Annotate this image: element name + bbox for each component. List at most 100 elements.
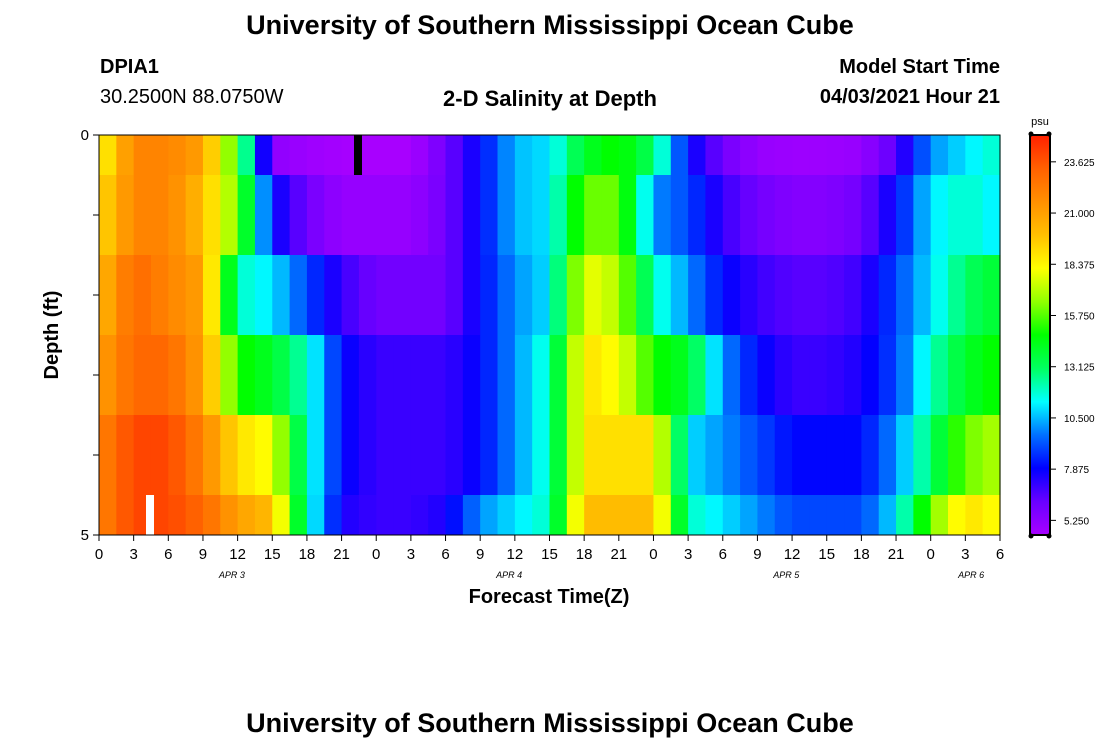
x-tick-label: 0 <box>372 546 380 563</box>
heatmap-cell <box>896 495 914 535</box>
heatmap-cell <box>861 255 880 335</box>
heatmap-cell <box>670 335 689 415</box>
heatmap-cell <box>99 335 117 415</box>
x-tick-label: 15 <box>264 546 281 563</box>
heatmap-cell <box>376 335 395 415</box>
heatmap-cell <box>532 495 551 535</box>
heatmap-cell <box>878 495 897 535</box>
date-labels: APR 3 APR 4 APR 5 APR 6 <box>218 570 984 580</box>
heatmap-cell <box>913 495 932 535</box>
heatmap-cell <box>480 255 499 335</box>
heatmap-cell <box>480 495 499 535</box>
heatmap-cell <box>965 255 984 335</box>
heatmap-cell <box>514 255 533 335</box>
heatmap-cell <box>757 175 776 255</box>
heatmap-cell <box>809 255 828 335</box>
heatmap-cell <box>237 175 256 255</box>
x-tick-label: 6 <box>996 546 1004 563</box>
heatmap-cell <box>428 495 447 535</box>
heatmap-cell <box>202 135 221 175</box>
station-id: DPIA1 <box>100 56 159 78</box>
heatmap-cell <box>930 495 949 535</box>
x-tick-label: 21 <box>888 546 905 563</box>
heatmap-cell <box>982 255 1001 335</box>
heatmap-cell <box>532 415 551 495</box>
heatmap-cell <box>532 255 551 335</box>
heatmap-cell <box>636 175 655 255</box>
heatmap-cell <box>497 135 516 175</box>
heatmap-cell <box>376 175 395 255</box>
x-tick-label: 18 <box>853 546 870 563</box>
heatmap-cell <box>618 335 637 415</box>
heatmap-cell <box>410 335 429 415</box>
heatmap-cell <box>185 415 204 495</box>
heatmap-cell <box>376 495 395 535</box>
heatmap-cell <box>566 335 585 415</box>
heatmap-cell <box>324 415 343 495</box>
heatmap-cell <box>514 495 533 535</box>
heatmap-cell <box>116 415 135 495</box>
heatmap-cell <box>480 335 499 415</box>
missing-data-marker-bottom <box>146 495 154 535</box>
heatmap-cell <box>150 335 169 415</box>
heatmap-cell <box>688 495 707 535</box>
x-tick-label: 15 <box>818 546 835 563</box>
heatmap-cell <box>636 335 655 415</box>
heatmap-cell <box>584 335 603 415</box>
heatmap-cell <box>757 415 776 495</box>
heatmap-cell <box>896 175 914 255</box>
heatmap-cell <box>878 335 897 415</box>
heatmap-cell <box>393 175 412 255</box>
heatmap-cell <box>965 495 984 535</box>
heatmap-cell <box>930 135 949 175</box>
heatmap-cell <box>393 495 412 535</box>
heatmap-cell <box>393 255 412 335</box>
x-tick-label: 9 <box>199 546 207 563</box>
heatmap-cell <box>844 415 862 495</box>
heatmap-cell <box>358 255 377 335</box>
heatmap-cell <box>792 335 811 415</box>
heatmap-cell <box>757 255 776 335</box>
heatmap-cell <box>948 175 966 255</box>
heatmap-cell <box>133 255 152 335</box>
heatmap-cell <box>341 335 360 415</box>
date-label: APR 4 <box>495 570 522 580</box>
heatmap-cell <box>618 495 637 535</box>
heatmap-cell <box>670 415 689 495</box>
heatmap-cell <box>306 175 325 255</box>
heatmap-cell <box>792 255 811 335</box>
heatmap-cell <box>168 175 187 255</box>
heatmap-cell <box>965 175 984 255</box>
x-tick-label: 0 <box>649 546 657 563</box>
heatmap-cell <box>844 135 862 175</box>
heatmap-cell <box>202 335 221 415</box>
heatmap-cell <box>341 255 360 335</box>
heatmap-cell <box>497 495 516 535</box>
heatmap-cell <box>861 335 880 415</box>
heatmap-cell <box>705 255 724 335</box>
heatmap-cell <box>584 495 603 535</box>
heatmap-cell <box>272 415 291 495</box>
heatmap-cell <box>809 335 828 415</box>
heatmap-cell <box>150 255 169 335</box>
heatmap-cell <box>774 415 793 495</box>
heatmap-cell <box>133 135 152 175</box>
heatmap-cell <box>99 495 117 535</box>
heatmap-cell <box>254 495 273 535</box>
heatmap-cell <box>168 415 187 495</box>
heatmap-cell <box>861 415 880 495</box>
heatmap-cell <box>965 135 984 175</box>
page-title: University of Southern Mississippi Ocean… <box>246 10 854 40</box>
x-tick-label: 18 <box>576 546 593 563</box>
heatmap-cell <box>358 415 377 495</box>
heatmap-cell <box>376 135 395 175</box>
heatmap-cell <box>445 495 464 535</box>
heatmap-cell <box>584 415 603 495</box>
heatmap-cell <box>514 175 533 255</box>
heatmap-cell <box>844 175 862 255</box>
heatmap-cell <box>861 175 880 255</box>
colorbar-tick-label: 15.750 <box>1064 311 1095 322</box>
heatmap-cell <box>532 335 551 415</box>
colorbar-top-dot <box>1046 131 1052 137</box>
x-tick-label: 3 <box>684 546 692 563</box>
